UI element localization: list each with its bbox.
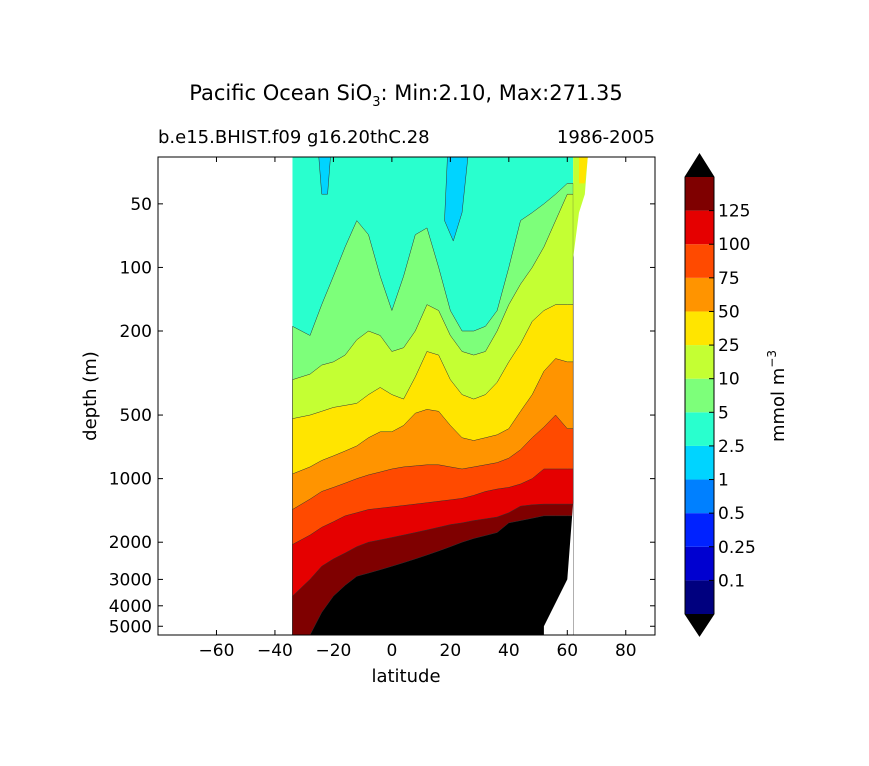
colorbar-segment xyxy=(685,412,714,446)
field-patch-low-north xyxy=(444,157,469,242)
bathymetry-mask xyxy=(321,502,574,635)
x-axis-ticks: −60 −40 −20 0 20 40 60 80 xyxy=(199,157,637,661)
x-tick-label: 0 xyxy=(386,641,397,661)
colorbar-tick-label: 2.5 xyxy=(718,437,745,457)
x-tick-label: 80 xyxy=(615,641,637,661)
colorbar-segment xyxy=(685,546,714,581)
plot-area: −60 −40 −20 0 20 40 60 80 50 100 200 500 1000 2000 30… xyxy=(109,156,656,661)
field-band-north-shelf-inner xyxy=(578,157,588,184)
colorbar-tick-label: 1 xyxy=(718,471,729,491)
y-tick-label: 50 xyxy=(130,195,152,215)
y-tick-label: 4000 xyxy=(109,597,152,617)
y-tick-label: 1000 xyxy=(109,470,152,490)
colorbar-tick-label: 25 xyxy=(718,336,740,356)
y-tick-label: 100 xyxy=(120,258,152,278)
colorbar-segment xyxy=(685,311,714,346)
colorbar-label: mmol m−3 xyxy=(765,350,789,442)
colorbar-tick-label: 75 xyxy=(718,269,740,289)
colorbar-tick-label: 5 xyxy=(718,403,729,423)
chart-title: Pacific Ocean SiO3: Min:2.10, Max:271.35 xyxy=(189,81,622,110)
y-tick-label: 500 xyxy=(120,406,152,426)
colorbar-tick-label: 0.1 xyxy=(718,571,745,591)
colorbar-tick-label: 0.5 xyxy=(718,504,745,524)
colorbar-tick-label: 125 xyxy=(718,202,750,222)
colorbar-segment xyxy=(685,177,714,211)
y-tick-label: 200 xyxy=(120,322,152,342)
colorbar-tick-label: 50 xyxy=(718,302,740,322)
x-tick-label: −60 xyxy=(199,641,235,661)
colorbar-segment xyxy=(685,210,714,245)
x-tick-label: 60 xyxy=(556,641,578,661)
colorbar-extend-top xyxy=(685,154,714,177)
x-axis-label: latitude xyxy=(371,666,440,687)
y-tick-label: 5000 xyxy=(109,617,152,637)
x-tick-label: −40 xyxy=(257,641,293,661)
colorbar-segment xyxy=(685,479,714,514)
colorbar-outline xyxy=(684,153,715,637)
x-tick-label: 20 xyxy=(440,641,462,661)
colorbar-tick-label: 10 xyxy=(718,370,740,390)
colorbar-segment xyxy=(685,580,714,614)
colorbar-segment xyxy=(685,244,714,278)
colorbar-segment xyxy=(685,378,714,413)
colorbar: 0.1 0.25 0.5 1 2.5 5 10 25 50 75 100 125 xyxy=(684,153,756,637)
y-tick-label: 3000 xyxy=(109,570,152,590)
contour-field xyxy=(292,157,588,635)
plot-frame xyxy=(157,156,656,636)
colorbar-segment xyxy=(685,445,714,480)
colorbar-segment xyxy=(685,345,714,379)
chart-subtitle-left: b.e15.BHIST.f09 g16.20thC.28 xyxy=(158,127,430,148)
chart-subtitle-right: 1986-2005 xyxy=(557,127,655,148)
colorbar-tick-label: 0.25 xyxy=(718,538,756,558)
x-tick-label: 40 xyxy=(498,641,520,661)
x-tick-label: −20 xyxy=(315,641,351,661)
colorbar-extend-bottom xyxy=(685,614,714,636)
colorbar-segment xyxy=(685,277,714,312)
colorbar-tick-label: 100 xyxy=(718,235,750,255)
y-tick-label: 2000 xyxy=(109,533,152,553)
colorbar-segment xyxy=(685,513,714,547)
no-data-region xyxy=(543,502,574,635)
y-axis-label: depth (m) xyxy=(80,351,101,441)
field-patch-low-south xyxy=(318,157,331,195)
